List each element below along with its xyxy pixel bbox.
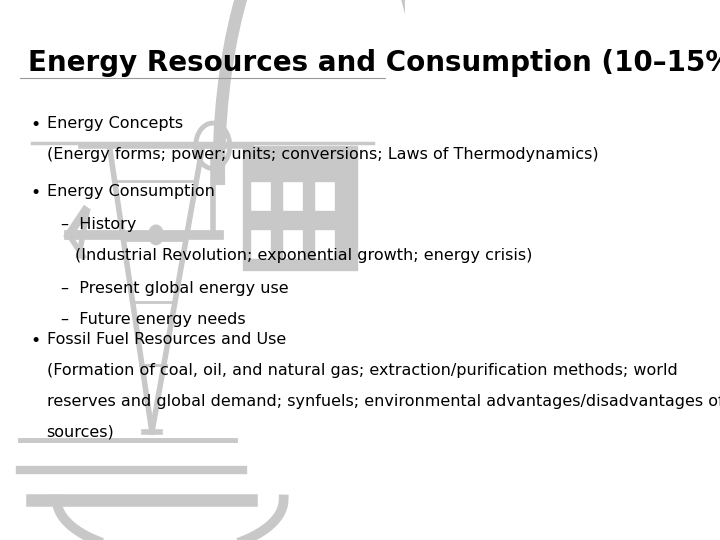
Text: Fossil Fuel Resources and Use: Fossil Fuel Resources and Use (47, 332, 286, 347)
Text: –  History: – History (60, 217, 136, 232)
Text: Energy Consumption: Energy Consumption (47, 184, 215, 199)
Bar (243, 146, 356, 270)
Text: •: • (30, 184, 40, 201)
Text: (Formation of coal, oil, and natural gas; extraction/purification methods; world: (Formation of coal, oil, and natural gas… (47, 363, 678, 379)
Bar (282, 181, 303, 211)
Text: •: • (30, 332, 40, 350)
Text: (Energy forms; power; units; conversions; Laws of Thermodynamics): (Energy forms; power; units; conversions… (47, 147, 598, 163)
Bar (251, 230, 271, 259)
Text: sources): sources) (47, 425, 114, 440)
Circle shape (149, 225, 163, 245)
Text: (Industrial Revolution; exponential growth; energy crisis): (Industrial Revolution; exponential grow… (75, 248, 532, 263)
Bar (314, 230, 335, 259)
Bar (314, 181, 335, 211)
Text: –  Future energy needs: – Future energy needs (60, 312, 246, 327)
Bar (251, 181, 271, 211)
Text: –  Present global energy use: – Present global energy use (60, 281, 289, 296)
Text: Energy Concepts: Energy Concepts (47, 116, 183, 131)
Text: Energy Resources and Consumption (10–15%) page 1: Energy Resources and Consumption (10–15%… (28, 49, 720, 77)
Text: •: • (30, 116, 40, 134)
Text: reserves and global demand; synfuels; environmental advantages/disadvantages of: reserves and global demand; synfuels; en… (47, 394, 720, 409)
Bar (282, 230, 303, 259)
